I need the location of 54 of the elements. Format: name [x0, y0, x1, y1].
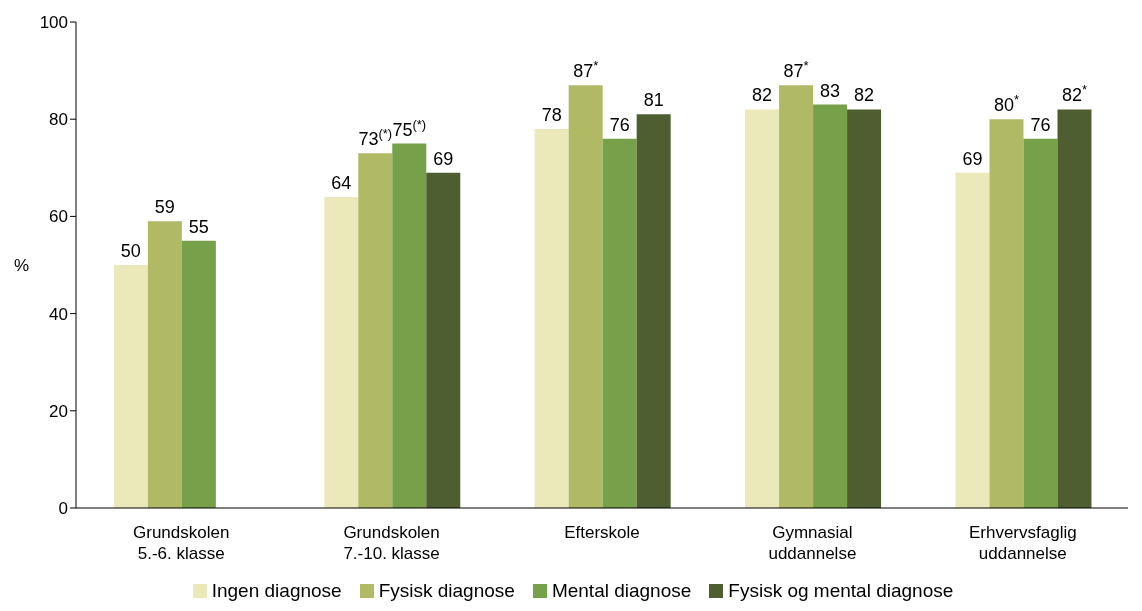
bar [392, 143, 427, 508]
data-label: 82 [752, 85, 773, 106]
bar [181, 240, 216, 508]
bar [147, 221, 182, 508]
data-label: 75$^{(*)}$ [392, 116, 427, 140]
data-label: 64 [331, 172, 352, 193]
data-label: 69 [962, 148, 983, 169]
bar [324, 196, 359, 508]
bar [813, 104, 848, 508]
bar [1057, 109, 1092, 508]
data-label: 73$^{(*)}$ [358, 125, 393, 150]
data-label: 87$^{*}$ [573, 57, 599, 82]
bar [1023, 138, 1058, 508]
legend-label: Fysisk og mental diagnose [728, 580, 954, 602]
x-tick-label: Grundskolen 5.-6. klasse [133, 523, 230, 563]
y-tick-label: 80 [49, 110, 68, 130]
data-label: 81 [643, 90, 664, 111]
bar [113, 265, 148, 508]
data-label: 76 [1030, 114, 1051, 135]
bar [426, 172, 461, 508]
x-tick-label: Grundskolen 7.-10. klasse [343, 523, 440, 563]
data-label: 69 [433, 148, 454, 169]
bar [779, 85, 814, 508]
data-label: 50 [120, 241, 141, 261]
data-label: 82 [854, 85, 875, 106]
data-label: 78 [541, 104, 562, 125]
legend-label: Ingen diagnose [211, 580, 342, 602]
bar [745, 109, 780, 508]
data-label: 55 [188, 216, 209, 237]
data-label: 76 [609, 114, 630, 135]
y-tick-label: 40 [49, 304, 68, 324]
bar [602, 138, 637, 508]
x-tick-label: Gymnasial uddannelse [768, 523, 857, 563]
data-label: 87$^{*}$ [783, 57, 809, 82]
legend-label: Fysisk diagnose [378, 580, 515, 602]
x-tick-label: Erhvervsfaglig uddannelse [968, 523, 1077, 563]
y-tick-label: 20 [49, 401, 68, 421]
bar [568, 85, 603, 508]
y-tick-label: 60 [49, 207, 68, 227]
y-tick-label: 100 [39, 13, 68, 33]
data-label: 82$^{*}$ [1061, 81, 1088, 106]
data-label: 59 [154, 197, 175, 218]
bar [636, 114, 671, 508]
bar [955, 172, 990, 508]
bar [534, 128, 569, 508]
bar [847, 109, 882, 508]
bar [358, 153, 393, 508]
legend-label: Mental diagnose [551, 580, 692, 602]
y-tick-label: 0 [58, 499, 68, 519]
data-label: 80$^{*}$ [993, 91, 1020, 116]
y-axis-title: % [14, 256, 30, 276]
x-tick-label: Efterskole [564, 523, 640, 542]
data-label: 83 [820, 80, 841, 101]
bar [989, 119, 1024, 508]
